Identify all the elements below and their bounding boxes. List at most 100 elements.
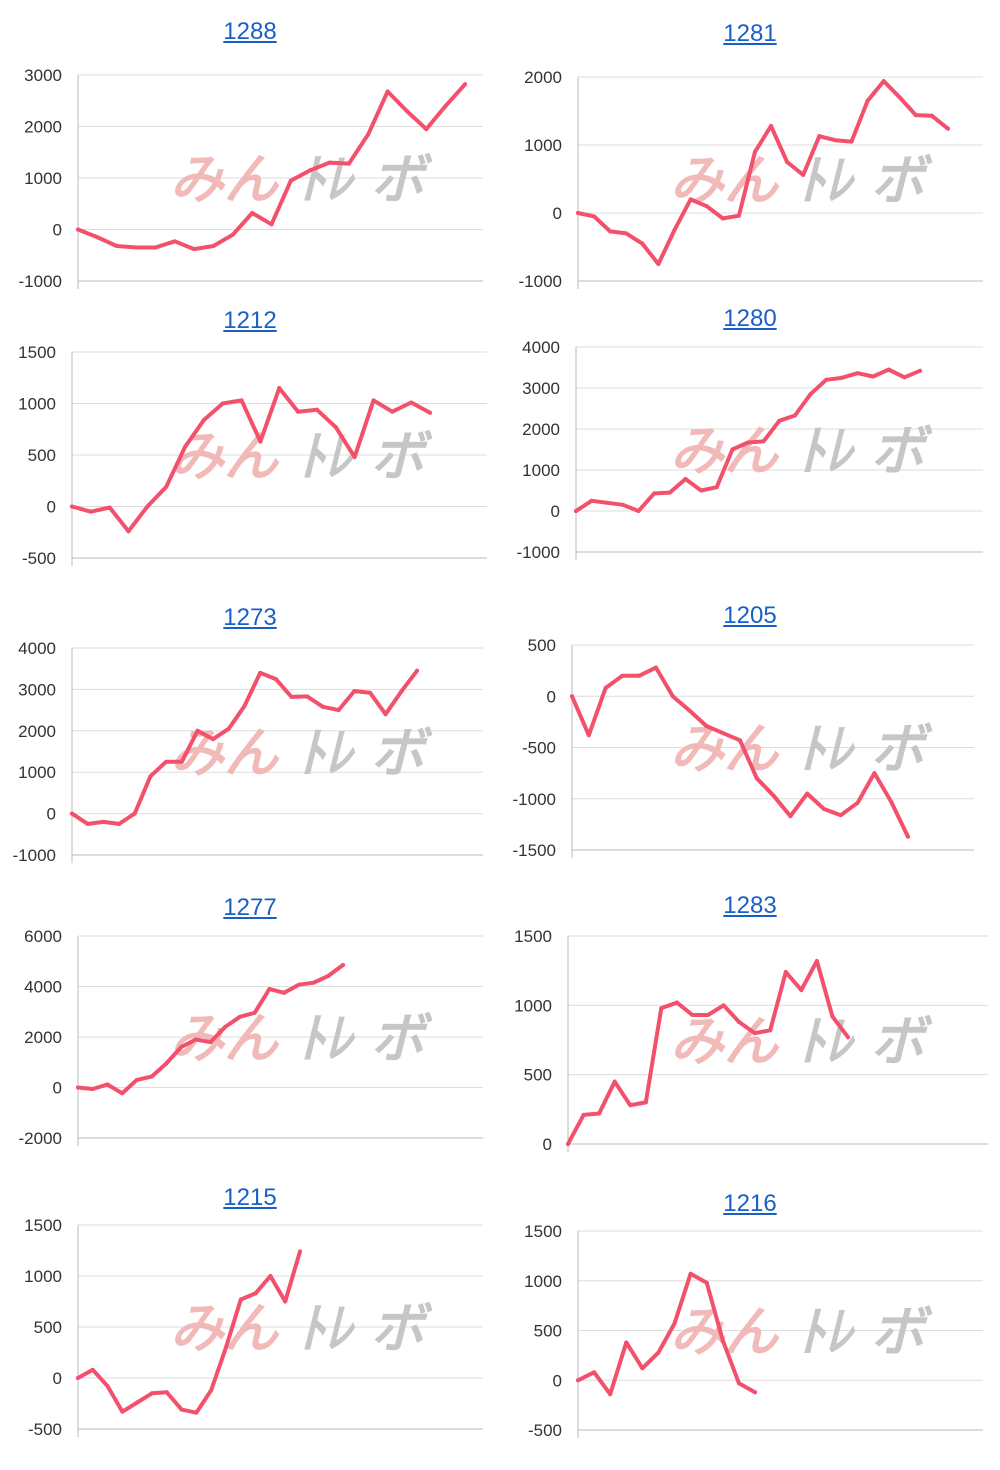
- chart-title-link[interactable]: 1288: [223, 18, 277, 45]
- watermark-logo: みん ﾄﾚ ボ: [670, 1301, 933, 1364]
- watermark-logo: みん ﾄﾚ ボ: [170, 148, 433, 211]
- chart-title-link[interactable]: 1212: [223, 307, 277, 334]
- data-point: [636, 509, 641, 513]
- data-point: [308, 168, 313, 173]
- data-point: [193, 1037, 198, 1042]
- data-point: [730, 447, 735, 452]
- data-point: [720, 216, 725, 221]
- chart-svg: -1000 0 1000 2000 3000 4000 みん ﾄﾚ ボ: [517, 338, 983, 562]
- data-point: [808, 392, 813, 397]
- data-point: [570, 694, 574, 699]
- data-point: [443, 103, 448, 108]
- chart-title-link[interactable]: 1205: [723, 602, 777, 629]
- data-point: [404, 109, 409, 114]
- chart-title-link[interactable]: 1273: [223, 604, 277, 631]
- data-point: [788, 814, 793, 819]
- y-tick-label: 0: [551, 502, 560, 521]
- data-point: [822, 807, 826, 811]
- data-point: [194, 1410, 199, 1415]
- data-point: [824, 377, 829, 382]
- y-tick-label: 4000: [18, 639, 56, 658]
- data-point: [164, 1061, 169, 1066]
- chart-title-link[interactable]: 1280: [723, 305, 777, 332]
- data-point: [624, 1340, 629, 1345]
- data-point: [566, 1142, 570, 1146]
- y-tick-label: 1000: [524, 136, 562, 155]
- data-point: [371, 398, 376, 403]
- chart-svg: -500 0 500 1000 1500 みん ﾄﾚ ボ: [18, 343, 487, 568]
- data-point: [211, 243, 216, 248]
- data-point: [95, 235, 100, 240]
- data-point: [620, 502, 625, 507]
- y-tick-label: 0: [47, 805, 56, 824]
- data-point: [838, 813, 843, 818]
- y-tick-label: -500: [28, 1420, 62, 1439]
- y-tick-label: 6000: [24, 927, 62, 946]
- y-tick-label: 1000: [18, 763, 56, 782]
- series-line: [576, 1271, 757, 1397]
- data-point: [683, 477, 688, 482]
- data-point: [250, 211, 255, 216]
- y-tick-label: 1000: [24, 1267, 62, 1286]
- data-point: [652, 491, 657, 496]
- data-point: [336, 708, 341, 713]
- y-tick-label: 1000: [522, 461, 560, 480]
- data-point: [783, 970, 788, 975]
- data-point: [688, 1271, 693, 1276]
- chart-title-link[interactable]: 1277: [223, 894, 277, 921]
- data-point: [107, 505, 112, 510]
- data-point: [135, 1400, 140, 1405]
- data-point: [714, 485, 719, 490]
- chart-title-link[interactable]: 1283: [723, 892, 777, 919]
- svg-text:ﾄﾚ ボ: ﾄﾚ ボ: [798, 718, 933, 781]
- y-tick-label: -500: [522, 739, 556, 758]
- data-point: [589, 498, 594, 503]
- data-point: [805, 791, 810, 796]
- data-point: [76, 1376, 80, 1380]
- data-point: [855, 800, 860, 805]
- data-point: [656, 1350, 661, 1355]
- data-point: [640, 241, 645, 246]
- data-point: [721, 731, 726, 736]
- data-point: [667, 490, 672, 495]
- data-point: [799, 988, 804, 993]
- data-point: [736, 1381, 741, 1386]
- data-point: [620, 673, 625, 678]
- data-point: [269, 222, 274, 227]
- chart-title-link[interactable]: 1215: [223, 1184, 277, 1211]
- data-point: [889, 799, 894, 804]
- data-point: [320, 704, 325, 709]
- chart-svg: -1500 -1000 -500 0 500 みん ﾄﾚ ボ: [513, 636, 974, 860]
- y-tick-label: -500: [22, 549, 56, 568]
- data-point: [283, 1299, 288, 1304]
- watermark-logo: みん ﾄﾚ ボ: [170, 1007, 433, 1070]
- data-point: [753, 1390, 757, 1395]
- data-point: [929, 113, 934, 118]
- data-point: [752, 1031, 757, 1036]
- data-point: [352, 689, 357, 694]
- data-point: [902, 375, 907, 380]
- y-tick-label: 0: [543, 1135, 552, 1154]
- chart-title-link[interactable]: 1281: [723, 20, 777, 47]
- data-point: [872, 771, 877, 776]
- y-tick-label: 1500: [524, 1222, 562, 1241]
- data-point: [298, 1249, 302, 1254]
- data-point: [918, 368, 922, 373]
- data-point: [581, 1112, 586, 1117]
- data-point: [817, 134, 822, 139]
- y-tick-label: 4000: [522, 338, 560, 357]
- data-point: [273, 677, 278, 682]
- data-point: [846, 1035, 850, 1040]
- svg-text:みん: みん: [170, 1007, 280, 1070]
- data-point: [463, 82, 467, 87]
- y-tick-label: 3000: [522, 379, 560, 398]
- data-point: [792, 413, 797, 418]
- chart-title-link[interactable]: 1216: [723, 1190, 777, 1217]
- svg-text:ﾄﾚ ボ: ﾄﾚ ボ: [298, 722, 433, 785]
- data-point: [390, 409, 395, 414]
- data-point: [424, 127, 429, 132]
- chart-svg: 0 500 1000 1500 みん ﾄﾚ ボ: [514, 927, 988, 1154]
- data-point: [253, 1291, 258, 1296]
- data-point: [654, 665, 658, 670]
